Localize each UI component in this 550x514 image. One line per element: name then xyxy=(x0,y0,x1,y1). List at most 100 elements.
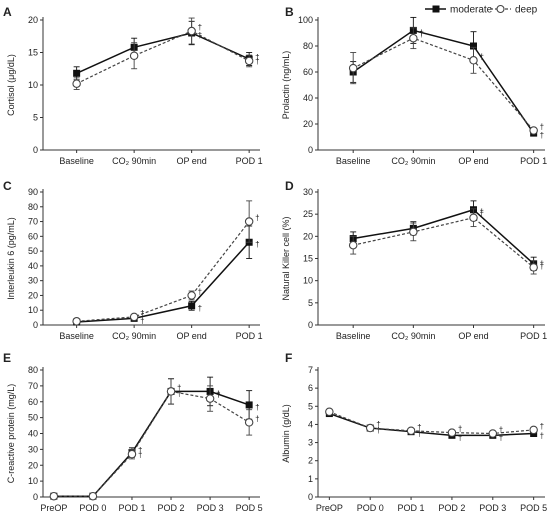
y-axis-title: Cortisol (μg/dL) xyxy=(6,54,16,116)
x-tick-label: POD 1 xyxy=(118,503,145,513)
data-point-deep xyxy=(72,317,81,326)
y-tick-label: 15 xyxy=(303,254,313,264)
series-moderate: †† xyxy=(349,200,544,271)
x-tick-label: OP end xyxy=(458,156,488,166)
y-tick-label: 6 xyxy=(308,383,313,393)
data-point-deep xyxy=(244,418,254,427)
y-tick-label: 40 xyxy=(28,429,38,439)
dagger-mark: † xyxy=(458,433,462,442)
x-tick-label: OP end xyxy=(458,331,488,341)
legend: moderate deep xyxy=(425,5,538,16)
chart-panel-a: A 0 5 10 15 20 Baseline CO₂ 90min OP end POD 1 Cor… xyxy=(3,5,263,166)
legend-deep-marker xyxy=(496,4,505,14)
series-moderate: †† xyxy=(349,16,544,140)
panel-letter: E xyxy=(3,351,11,365)
y-tick-label: 1 xyxy=(308,474,313,484)
data-point-deep xyxy=(205,394,215,403)
series-moderate: † † † † † xyxy=(325,410,544,442)
y-tick-label: 60 xyxy=(28,397,38,407)
x-tick-label: OP end xyxy=(176,156,206,166)
y-tick-label: 10 xyxy=(28,305,38,315)
data-point-deep xyxy=(488,429,498,438)
dagger-mark: † xyxy=(417,430,421,439)
y-tick-label: 0 xyxy=(308,145,313,155)
x-tick-label: PreOP xyxy=(316,503,343,513)
y-axis-title: Interleukin 6 (pg/mL) xyxy=(6,217,16,300)
x-tick-label: CO₂ 90min xyxy=(391,331,435,341)
data-point-deep xyxy=(447,428,457,437)
series-moderate: †† xyxy=(73,20,260,81)
data-point-moderate xyxy=(469,42,477,50)
series-deep: †††† xyxy=(49,378,260,501)
dagger-mark: † xyxy=(216,391,220,400)
legend-deep-label: deep xyxy=(515,5,538,16)
legend-moderate-label: moderate xyxy=(450,5,493,16)
x-tick-label: POD 1 xyxy=(236,156,263,166)
series-line-moderate xyxy=(76,32,250,74)
series-deep: †† xyxy=(348,208,544,275)
y-tick-label: 40 xyxy=(28,261,38,271)
y-tick-label: 15 xyxy=(28,48,38,58)
panel-letter: B xyxy=(285,5,294,19)
x-tick-label: PreOP xyxy=(40,503,67,513)
dagger-mark: † xyxy=(376,420,380,429)
y-tick-label: 20 xyxy=(28,460,38,470)
dagger-mark: † xyxy=(255,403,259,412)
data-point-deep xyxy=(325,407,334,416)
y-tick-label: 4 xyxy=(308,419,313,429)
dagger-mark: † xyxy=(255,57,259,66)
series-line-deep xyxy=(76,30,250,85)
dagger-mark: † xyxy=(499,426,503,435)
chart-panel-e: E 0 10 20 30 40 50 60 70 80 PreOP POD 0 POD 1 POD 2 PO… xyxy=(3,351,263,513)
y-tick-label: 20 xyxy=(303,119,313,129)
data-point-deep xyxy=(166,387,176,396)
series-line-deep xyxy=(329,411,534,435)
dagger-mark: † xyxy=(255,53,259,62)
y-tick-label: 50 xyxy=(28,413,38,423)
y-tick-label: 10 xyxy=(28,476,38,486)
y-tick-label: 0 xyxy=(308,320,313,330)
y-tick-label: 80 xyxy=(28,202,38,212)
dagger-mark: † xyxy=(499,433,503,442)
chart-panel-f: F 0 1 2 3 4 5 6 7 PreOP POD 0 POD 1 POD 2 POD 3 POD 5 A… xyxy=(281,351,547,513)
dagger-mark: † xyxy=(177,383,181,392)
data-point-deep xyxy=(187,291,196,300)
series-deep: † † † xyxy=(348,27,544,135)
dagger-mark: † xyxy=(458,425,462,434)
series-line-deep xyxy=(352,37,535,131)
dagger-mark: † xyxy=(140,316,144,325)
dagger-mark: † xyxy=(138,451,142,460)
data-point-deep xyxy=(469,56,478,65)
data-point-deep xyxy=(348,63,358,73)
x-tick-label: POD 5 xyxy=(520,503,547,513)
dagger-mark: † xyxy=(540,432,544,441)
data-point-moderate xyxy=(188,302,196,310)
x-tick-label: POD 1 xyxy=(520,331,547,341)
x-tick-label: POD 0 xyxy=(79,503,106,513)
dagger-mark: † xyxy=(177,389,181,398)
dagger-mark: † xyxy=(479,210,483,219)
dagger-mark: † xyxy=(540,131,544,140)
data-point-deep xyxy=(88,491,98,501)
data-point-deep xyxy=(409,33,418,43)
x-tick-label: Baseline xyxy=(59,156,94,166)
panel-letter: D xyxy=(285,179,294,193)
data-point-deep xyxy=(529,425,538,435)
y-tick-label: 60 xyxy=(303,67,313,77)
x-tick-label: POD 2 xyxy=(438,503,465,513)
y-axis-title: C-reactive protein (mg/L) xyxy=(6,384,16,484)
dagger-mark: † xyxy=(255,214,259,223)
dagger-mark: † xyxy=(198,23,202,32)
y-tick-label: 0 xyxy=(33,320,38,330)
x-tick-label: OP end xyxy=(176,331,206,341)
data-point-deep xyxy=(469,213,478,222)
data-point-deep xyxy=(72,79,81,88)
dagger-mark: † xyxy=(479,208,483,217)
data-point-deep xyxy=(127,449,137,459)
y-tick-label: 30 xyxy=(28,276,38,286)
panel-letter: F xyxy=(285,351,292,365)
dagger-mark: † xyxy=(540,422,544,431)
y-tick-label: 60 xyxy=(28,231,38,241)
x-tick-label: POD 1 xyxy=(398,503,425,513)
y-tick-label: 70 xyxy=(28,381,38,391)
